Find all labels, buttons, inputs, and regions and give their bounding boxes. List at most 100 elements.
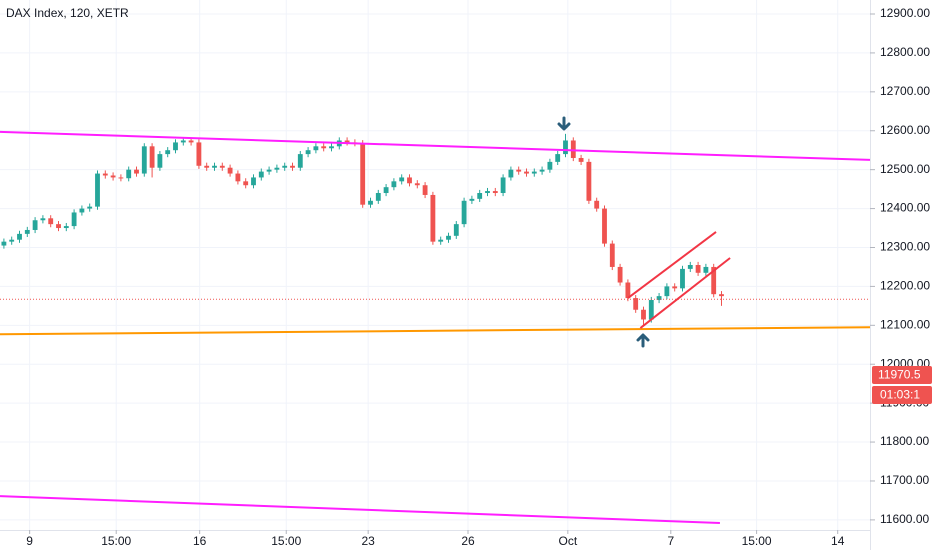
candle-body (258, 171, 264, 178)
x-tick-label: 26 (461, 534, 475, 548)
candle-body (102, 173, 108, 176)
axes: 11600.0011700.0011800.0011900.0012000.00… (26, 6, 930, 548)
candle-body (313, 146, 319, 151)
candle-body (656, 296, 662, 301)
trend-line (0, 495, 720, 524)
candle-body (648, 300, 654, 320)
candle-body (391, 181, 397, 188)
candle-body (453, 224, 459, 236)
x-tick-label: 15:00 (271, 534, 301, 548)
y-tick-label: 12400.00 (880, 201, 930, 215)
candle-body (383, 187, 389, 194)
candle-body (485, 191, 490, 194)
candle-body (414, 183, 420, 186)
candle-body (157, 154, 163, 168)
candle-body (79, 208, 85, 213)
candle-body (266, 169, 272, 172)
candle-body (547, 161, 553, 170)
candle-body (555, 154, 561, 162)
candle-body (24, 229, 30, 234)
candle-body (212, 165, 217, 168)
candle-body (196, 142, 202, 166)
candle-body (422, 185, 428, 195)
x-tick-label: 23 (361, 534, 375, 548)
candle-body (141, 146, 147, 174)
x-tick-label: 7 (667, 534, 674, 548)
candle-body (407, 177, 412, 184)
candle-body (126, 169, 132, 179)
candle-body (32, 220, 38, 230)
candle-body (243, 181, 249, 186)
candle-body (17, 233, 22, 240)
candle-body (625, 282, 631, 299)
candle-body (48, 218, 54, 225)
candle-body (87, 206, 93, 209)
candle-body (149, 146, 155, 168)
candle-body (446, 235, 451, 240)
candle-body (672, 286, 678, 289)
countdown-badge (872, 386, 932, 404)
candle-body (251, 177, 256, 186)
candle-body (711, 266, 717, 295)
candle-body (235, 173, 241, 182)
candle-body (219, 165, 225, 168)
candle-body (344, 140, 350, 143)
last-price-label: 11970.5 (878, 368, 921, 382)
x-tick-label: 16 (193, 534, 207, 548)
y-tick-label: 12900.00 (880, 6, 930, 20)
candle-body (664, 286, 670, 297)
candle-body (617, 266, 623, 283)
candle-body (1, 241, 7, 246)
candle-body (500, 177, 506, 194)
candle-body (570, 140, 576, 158)
y-tick-label: 11600.00 (880, 512, 929, 526)
candle-body (539, 169, 545, 172)
candle-body (134, 169, 139, 174)
y-tick-label: 12600.00 (880, 123, 930, 137)
candle-body (63, 226, 69, 229)
candle-body (173, 142, 178, 151)
candle-body (71, 212, 77, 227)
candle-body (469, 198, 475, 201)
candle-body (680, 268, 685, 289)
candle-body (586, 161, 592, 201)
candle-body (95, 173, 100, 207)
candle-body (282, 165, 288, 168)
x-tick-label: 9 (26, 534, 33, 548)
candle-body (290, 165, 295, 168)
candle-body (516, 169, 522, 172)
candle-body (329, 146, 334, 149)
candle-body (477, 193, 483, 199)
candle-body (110, 175, 116, 178)
candle-body (321, 146, 327, 149)
y-tick-label: 12800.00 (880, 45, 930, 59)
candle-body (524, 171, 529, 174)
candle-body (563, 140, 568, 155)
y-tick-label: 12700.00 (880, 84, 930, 98)
candle-body (368, 200, 373, 205)
trend-line (639, 257, 731, 329)
x-tick-label: 14 (831, 534, 845, 548)
countdown-label: 01:03:1 (880, 388, 920, 402)
candle-body (695, 265, 701, 273)
y-tick-label: 12500.00 (880, 162, 930, 176)
candle-body (719, 294, 724, 297)
last-price-badge (872, 366, 932, 384)
candle-body (40, 218, 46, 221)
up-arrow (636, 333, 650, 348)
y-tick-label: 12100.00 (880, 317, 930, 331)
candle-body (165, 150, 171, 155)
candle-body (399, 177, 405, 182)
candle-body (375, 193, 381, 201)
candle-body (602, 208, 607, 244)
candle-body (641, 309, 646, 320)
candle-body (9, 239, 15, 242)
candle-body (609, 243, 615, 267)
y-tick-label: 12200.00 (880, 279, 930, 293)
candle-body (461, 200, 467, 225)
candle-body (531, 171, 537, 174)
candle-body (204, 165, 210, 168)
x-tick-label: 15:00 (101, 534, 131, 548)
y-tick-label: 12300.00 (880, 240, 930, 254)
candle-body (578, 157, 584, 162)
